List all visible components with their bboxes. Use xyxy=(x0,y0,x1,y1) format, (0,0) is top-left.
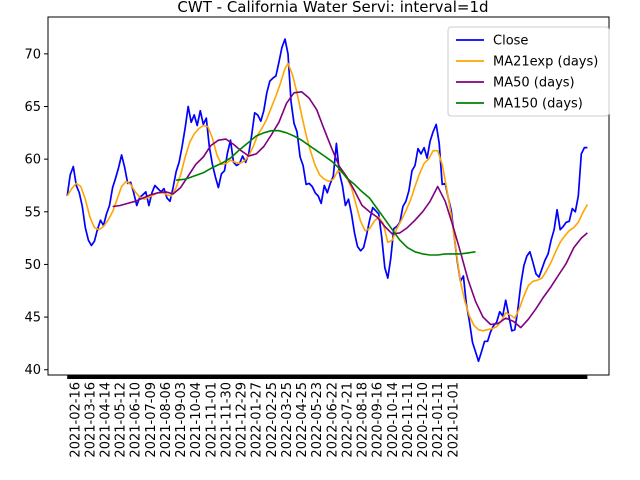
legend-label: MA21exp (days) xyxy=(493,55,598,70)
x-tick-label: 2022-05-23 xyxy=(310,382,325,458)
x-tick-label: 2021-07-09 xyxy=(144,382,159,458)
x-tick-label: 2020-12-10 xyxy=(416,382,431,458)
x-tick-label: 2021-09-03 xyxy=(174,382,189,458)
x-tick-label: 2021-04-14 xyxy=(99,382,114,458)
x-tick-label: 2021-01-11 xyxy=(431,382,446,458)
series-line-3 xyxy=(112,91,588,329)
y-tick-label: 55 xyxy=(24,205,41,220)
legend-label: MA50 (days) xyxy=(493,76,575,91)
x-tick-label: 2022-01-27 xyxy=(250,382,265,458)
chart-title: CWT - California Water Servi: interval=1… xyxy=(177,0,488,16)
series-line-4 xyxy=(176,129,476,256)
x-tick-label: 2022-03-25 xyxy=(280,382,295,458)
series-layer xyxy=(66,38,589,363)
x-tick-label: 2020-09-16 xyxy=(371,382,386,458)
x-tick-label: 2022-08-18 xyxy=(356,382,371,458)
x-tick-label: 2022-04-25 xyxy=(295,382,310,458)
x-tick-label: 2022-07-21 xyxy=(340,382,355,458)
legend: Close MA21exp (days) MA50 (days) MA150 (day… xyxy=(447,26,610,117)
x-tick-label: 2020-11-11 xyxy=(401,382,416,458)
x-tick-label: 2021-11-30 xyxy=(220,382,235,458)
y-tick-label: 50 xyxy=(24,258,41,273)
x-tick-label: 2020-10-14 xyxy=(386,382,401,458)
y-tick-label: 70 xyxy=(24,47,41,62)
x-tick-label: 2021-06-10 xyxy=(129,382,144,458)
x-tick-label: 2021-03-16 xyxy=(83,382,98,458)
y-tick-label: 65 xyxy=(24,100,41,115)
y-tick-label: 40 xyxy=(24,363,41,378)
legend-label: MA150 (days) xyxy=(493,97,583,112)
x-tick-label: 2021-11-01 xyxy=(204,382,219,458)
y-tick-label: 60 xyxy=(24,153,41,168)
x-tick-band xyxy=(67,375,588,379)
x-tick-label: 2021-02-16 xyxy=(68,382,83,458)
y-tick-label: 45 xyxy=(24,311,41,326)
x-tick-label: 2022-02-25 xyxy=(265,382,280,458)
legend-box xyxy=(447,26,610,117)
series-line-1 xyxy=(66,38,588,363)
x-tick-label: 2021-12-29 xyxy=(235,382,250,458)
x-tick-label: 2021-10-04 xyxy=(189,382,204,458)
legend-label: Close xyxy=(493,34,528,49)
x-tick-label: 2021-08-06 xyxy=(159,382,174,458)
x-tick-label: 2021-05-12 xyxy=(114,382,129,458)
x-tick-label: 2021-01-01 xyxy=(446,382,461,458)
x-tick-label: 2022-06-22 xyxy=(325,382,340,458)
